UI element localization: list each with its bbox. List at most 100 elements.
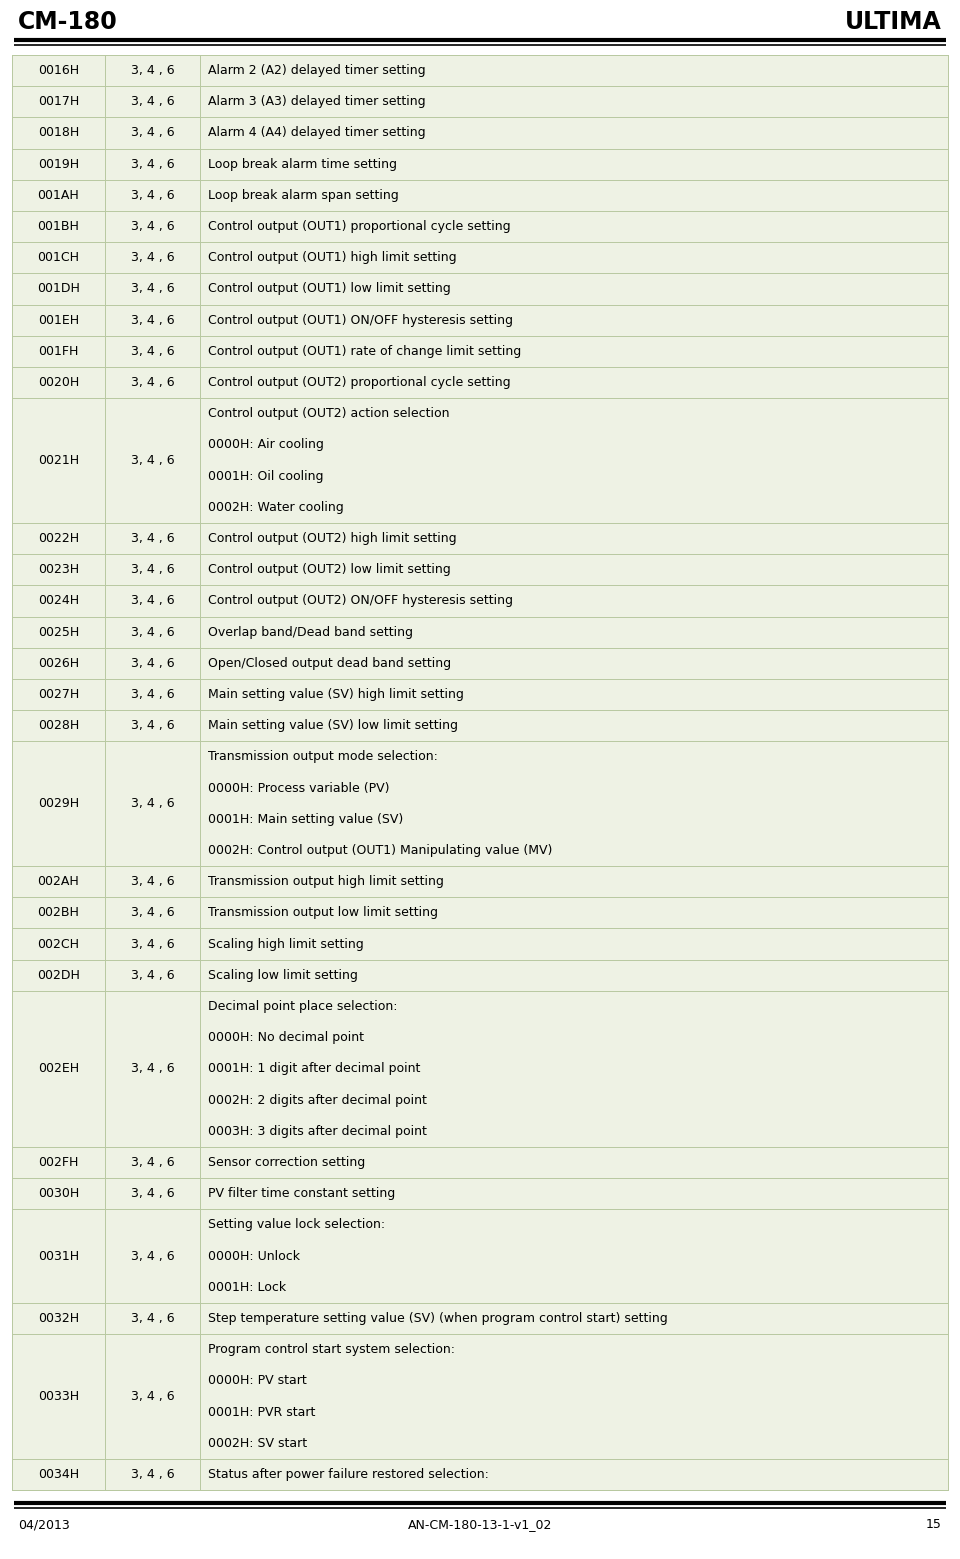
Text: Control output (OUT1) low limit setting: Control output (OUT1) low limit setting [208,282,451,296]
Text: 3, 4 , 6: 3, 4 , 6 [131,656,175,670]
Text: Step temperature setting value (SV) (when program control start) setting: Step temperature setting value (SV) (whe… [208,1313,668,1325]
Text: Control output (OUT2) low limit setting: Control output (OUT2) low limit setting [208,563,451,577]
Text: 0001H: PVR start: 0001H: PVR start [208,1406,316,1419]
Text: Open/Closed output dead band setting: Open/Closed output dead band setting [208,656,451,670]
Text: 3, 4 , 6: 3, 4 , 6 [131,875,175,889]
Text: 3, 4 , 6: 3, 4 , 6 [131,625,175,639]
Text: 3, 4 , 6: 3, 4 , 6 [131,1469,175,1481]
Text: 0000H: Unlock: 0000H: Unlock [208,1249,300,1263]
Text: 0002H: SV start: 0002H: SV start [208,1437,307,1450]
Text: Control output (OUT1) ON/OFF hysteresis setting: Control output (OUT1) ON/OFF hysteresis … [208,313,513,327]
Text: Main setting value (SV) low limit setting: Main setting value (SV) low limit settin… [208,719,458,733]
Text: 3, 4 , 6: 3, 4 , 6 [131,594,175,608]
Text: 3, 4 , 6: 3, 4 , 6 [131,251,175,265]
Text: 0002H: Control output (OUT1) Manipulating value (MV): 0002H: Control output (OUT1) Manipulatin… [208,843,552,857]
Text: 0003H: 3 digits after decimal point: 0003H: 3 digits after decimal point [208,1124,427,1138]
Text: 001BH: 001BH [37,220,80,234]
Text: Control output (OUT1) rate of change limit setting: Control output (OUT1) rate of change lim… [208,345,521,359]
Text: 3, 4 , 6: 3, 4 , 6 [131,95,175,108]
Text: Alarm 2 (A2) delayed timer setting: Alarm 2 (A2) delayed timer setting [208,64,425,76]
Text: Decimal point place selection:: Decimal point place selection: [208,999,397,1013]
Text: 3, 4 , 6: 3, 4 , 6 [131,1313,175,1325]
Text: 3, 4 , 6: 3, 4 , 6 [131,1062,175,1076]
Text: 3, 4 , 6: 3, 4 , 6 [131,376,175,390]
Text: 0000H: Air cooling: 0000H: Air cooling [208,438,324,452]
Text: 3, 4 , 6: 3, 4 , 6 [131,189,175,201]
Text: 001EH: 001EH [38,313,79,327]
Text: 0019H: 0019H [38,157,79,170]
Text: 3, 4 , 6: 3, 4 , 6 [131,937,175,951]
Text: Sensor correction setting: Sensor correction setting [208,1155,365,1169]
Text: Control output (OUT1) proportional cycle setting: Control output (OUT1) proportional cycle… [208,220,511,234]
Text: 0001H: Main setting value (SV): 0001H: Main setting value (SV) [208,812,403,826]
Text: 3, 4 , 6: 3, 4 , 6 [131,688,175,702]
Text: 3, 4 , 6: 3, 4 , 6 [131,797,175,811]
Text: 0001H: Lock: 0001H: Lock [208,1281,286,1294]
Text: 3, 4 , 6: 3, 4 , 6 [131,532,175,546]
Text: 3, 4 , 6: 3, 4 , 6 [131,282,175,296]
Text: 0001H: 1 digit after decimal point: 0001H: 1 digit after decimal point [208,1062,420,1076]
Text: 0000H: Process variable (PV): 0000H: Process variable (PV) [208,781,390,795]
Text: 15: 15 [926,1518,942,1531]
Text: 0002H: 2 digits after decimal point: 0002H: 2 digits after decimal point [208,1093,427,1107]
Text: 0028H: 0028H [37,719,79,733]
Text: 3, 4 , 6: 3, 4 , 6 [131,454,175,468]
Text: 0024H: 0024H [38,594,79,608]
Text: Main setting value (SV) high limit setting: Main setting value (SV) high limit setti… [208,688,464,702]
Text: 0021H: 0021H [38,454,79,468]
Text: 3, 4 , 6: 3, 4 , 6 [131,563,175,577]
Text: AN-CM-180-13-1-v1_02: AN-CM-180-13-1-v1_02 [408,1518,552,1531]
Text: 0020H: 0020H [37,376,79,390]
Text: PV filter time constant setting: PV filter time constant setting [208,1186,396,1200]
Text: 3, 4 , 6: 3, 4 , 6 [131,345,175,359]
Text: Loop break alarm time setting: Loop break alarm time setting [208,157,397,170]
Text: 0030H: 0030H [37,1186,79,1200]
Text: 0025H: 0025H [37,625,79,639]
Text: 002FH: 002FH [38,1155,79,1169]
Text: 002DH: 002DH [37,968,80,982]
Text: 0029H: 0029H [38,797,79,811]
Text: 0034H: 0034H [38,1469,79,1481]
Text: 0022H: 0022H [38,532,79,546]
Text: Overlap band/Dead band setting: Overlap band/Dead band setting [208,625,413,639]
Text: Control output (OUT2) action selection: Control output (OUT2) action selection [208,407,449,421]
Text: ULTIMA: ULTIMA [845,9,942,34]
Text: Transmission output mode selection:: Transmission output mode selection: [208,750,438,764]
Text: 0018H: 0018H [37,126,79,139]
Text: 3, 4 , 6: 3, 4 , 6 [131,1186,175,1200]
Text: Control output (OUT1) high limit setting: Control output (OUT1) high limit setting [208,251,457,265]
Text: 0027H: 0027H [37,688,79,702]
Text: 3, 4 , 6: 3, 4 , 6 [131,126,175,139]
Text: 0002H: Water cooling: 0002H: Water cooling [208,500,344,514]
Text: Loop break alarm span setting: Loop break alarm span setting [208,189,398,201]
Text: Transmission output low limit setting: Transmission output low limit setting [208,906,438,920]
Text: 3, 4 , 6: 3, 4 , 6 [131,157,175,170]
Text: 3, 4 , 6: 3, 4 , 6 [131,719,175,733]
Text: 002EH: 002EH [38,1062,79,1076]
Text: 3, 4 , 6: 3, 4 , 6 [131,1249,175,1263]
Text: 001FH: 001FH [38,345,79,359]
Text: Program control start system selection:: Program control start system selection: [208,1344,455,1356]
Text: 002BH: 002BH [37,906,80,920]
Text: 0000H: No decimal point: 0000H: No decimal point [208,1030,364,1045]
Text: 0000H: PV start: 0000H: PV start [208,1375,307,1388]
Text: 04/2013: 04/2013 [18,1518,70,1531]
Text: 3, 4 , 6: 3, 4 , 6 [131,906,175,920]
Text: 001AH: 001AH [37,189,80,201]
Text: Scaling high limit setting: Scaling high limit setting [208,937,364,951]
Text: 0032H: 0032H [38,1313,79,1325]
Text: 3, 4 , 6: 3, 4 , 6 [131,1391,175,1403]
Text: 001CH: 001CH [37,251,80,265]
Text: 3, 4 , 6: 3, 4 , 6 [131,313,175,327]
Text: Control output (OUT2) proportional cycle setting: Control output (OUT2) proportional cycle… [208,376,511,390]
Text: 0026H: 0026H [38,656,79,670]
Text: 0001H: Oil cooling: 0001H: Oil cooling [208,469,324,483]
Text: 002CH: 002CH [37,937,80,951]
Text: 0023H: 0023H [38,563,79,577]
Text: 0033H: 0033H [38,1391,79,1403]
Text: CM-180: CM-180 [18,9,118,34]
Text: 3, 4 , 6: 3, 4 , 6 [131,220,175,234]
Text: Status after power failure restored selection:: Status after power failure restored sele… [208,1469,489,1481]
Text: Scaling low limit setting: Scaling low limit setting [208,968,358,982]
Text: 3, 4 , 6: 3, 4 , 6 [131,1155,175,1169]
